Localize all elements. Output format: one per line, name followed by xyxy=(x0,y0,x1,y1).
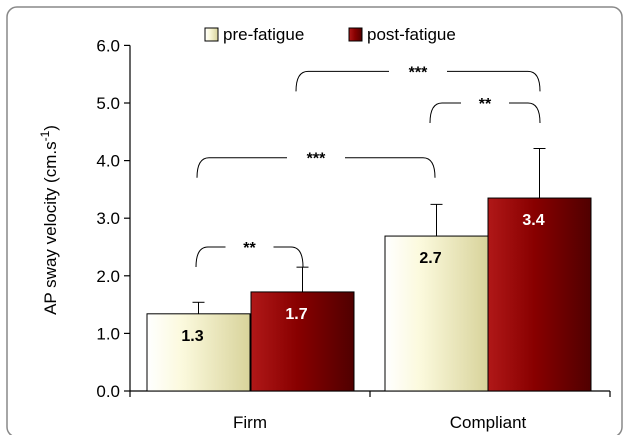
legend-label-post-fatigue: post-fatigue xyxy=(367,25,456,44)
data-label: 3.4 xyxy=(522,212,544,229)
significance-bracket-compliant-left xyxy=(429,102,461,124)
data-label: 2.7 xyxy=(419,250,441,267)
bar-pre-fatigue-firm xyxy=(146,313,251,392)
data-label: 1.7 xyxy=(285,306,307,323)
legend-label-pre-fatigue: pre-fatigue xyxy=(223,25,304,44)
y-axis-title-close: ) xyxy=(41,125,60,131)
y-tick-label: 2.0 xyxy=(96,267,120,286)
significance-bracket-compliant-right xyxy=(509,102,541,124)
significance-bracket-firm-vs-compliant-pre-left xyxy=(196,157,287,178)
y-tick-label: 3.0 xyxy=(96,209,120,228)
significance-bracket-firm-vs-compliant-post-left xyxy=(295,70,389,92)
legend: pre-fatigue post-fatigue xyxy=(204,25,456,44)
x-tick-label: Firm xyxy=(233,413,267,432)
x-tick-label: Compliant xyxy=(450,413,527,432)
significance-bracket-firm-label: ** xyxy=(243,240,256,257)
bar-post-fatigue-compliant xyxy=(487,197,592,392)
plot-area: 0.0 1.0 2.0 3.0 4.0 5.0 6.0 Firm Compliant 1.3 1.7… xyxy=(96,36,611,432)
significance-bracket-firm-left xyxy=(195,246,226,268)
y-tick-label: 0.0 xyxy=(96,382,120,401)
bar-pre-fatigue-compliant xyxy=(384,235,489,392)
legend-swatch-post-fatigue xyxy=(348,27,363,42)
y-tick-label: 6.0 xyxy=(96,36,120,55)
y-axis-title: AP sway velocity (cm.s-1) xyxy=(38,125,60,315)
bar-post-fatigue-firm xyxy=(250,291,355,392)
data-label: 1.3 xyxy=(181,328,203,345)
significance-bracket-firm-vs-compliant-post-label: *** xyxy=(409,64,428,81)
significance-bracket-compliant-label: ** xyxy=(479,96,492,113)
y-tick-label: 1.0 xyxy=(96,324,120,343)
significance-bracket-firm-vs-compliant-pre-right xyxy=(345,157,436,178)
y-tick-label: 4.0 xyxy=(96,152,120,171)
significance-bracket-firm-right xyxy=(273,246,304,268)
significance-bracket-firm-vs-compliant-post-right xyxy=(447,70,541,92)
y-tick-label: 5.0 xyxy=(96,94,120,113)
y-axis-title-main: AP sway velocity (cm.s xyxy=(41,141,60,315)
significance-bracket-firm-vs-compliant-pre-label: *** xyxy=(307,151,326,168)
y-axis-title-sup: -1 xyxy=(38,130,52,141)
legend-swatch-pre-fatigue xyxy=(204,27,219,42)
